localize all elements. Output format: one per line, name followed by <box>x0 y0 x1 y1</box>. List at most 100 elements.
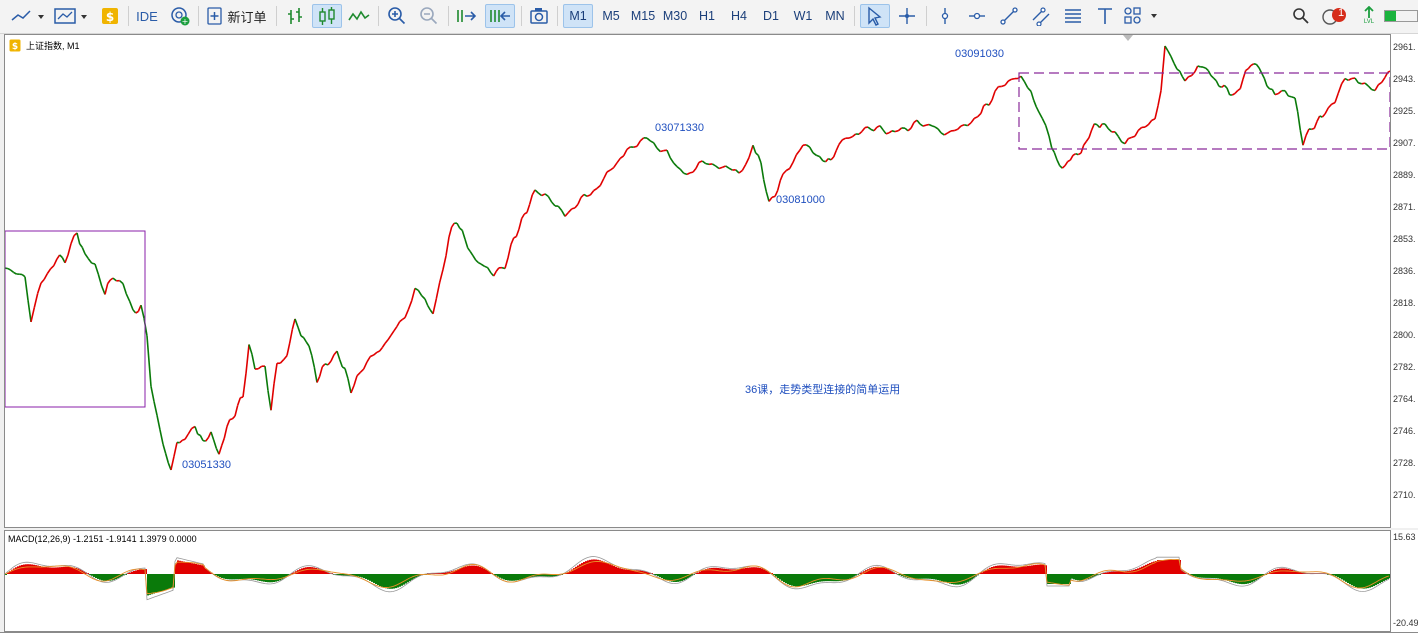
timeframe-w1[interactable]: W1 <box>790 4 816 28</box>
price-segment <box>1378 82 1381 84</box>
macd-histogram-bar <box>1079 574 1081 580</box>
fibonacci-button[interactable] <box>1060 4 1086 28</box>
annotation-03091030: 03091030 <box>955 48 1004 60</box>
price-segment <box>271 384 274 410</box>
lesson-annotation: 36课，走势类型连接的简单运用 <box>745 381 900 397</box>
price-segment <box>367 357 370 362</box>
cursor-tool-button[interactable] <box>860 4 890 28</box>
macd-histogram-bar <box>131 572 133 574</box>
macd-histogram-bar <box>1235 574 1237 583</box>
price-segment <box>238 398 241 406</box>
price-segment <box>1355 78 1358 83</box>
macd-histogram-bar <box>993 566 995 574</box>
price-segment <box>1158 91 1161 106</box>
horizontal-line-button[interactable] <box>964 4 990 28</box>
price-segment <box>1214 78 1217 81</box>
macd-histogram-bar <box>221 574 223 578</box>
macd-histogram-bar <box>239 574 241 579</box>
price-segment <box>1049 136 1052 148</box>
indicators-dropdown[interactable] <box>52 4 92 28</box>
macd-histogram-bar <box>481 567 483 574</box>
macd-histogram-bar <box>921 574 923 579</box>
timeframe-d1[interactable]: D1 <box>758 4 784 28</box>
range-rectangle[interactable] <box>5 231 145 407</box>
chart-shift-button[interactable] <box>485 4 515 28</box>
timeframe-m5[interactable]: M5 <box>597 4 625 28</box>
timeframe-h1[interactable]: H1 <box>694 4 720 28</box>
chart-type-dropdown[interactable] <box>8 4 48 28</box>
price-segment <box>538 193 541 196</box>
shapes-dropdown[interactable] <box>1122 4 1162 28</box>
bar-chart-button[interactable] <box>282 4 308 28</box>
timeframe-mn[interactable]: MN <box>822 4 848 28</box>
price-segment <box>1222 85 1225 87</box>
macd-histogram-bar <box>1243 574 1245 584</box>
price-segment <box>1348 79 1351 81</box>
macd-histogram-bar <box>1219 574 1221 579</box>
macd-histogram-bar <box>25 564 27 574</box>
screenshot-button[interactable] <box>526 4 552 28</box>
zoom-in-button[interactable] <box>384 4 410 28</box>
timeframe-m15[interactable]: M15 <box>628 4 658 28</box>
macd-histogram-bar <box>375 574 377 584</box>
shift-marker-icon[interactable] <box>1123 35 1133 41</box>
price-segment <box>377 351 380 352</box>
macd-histogram-bar <box>241 574 243 579</box>
macd-histogram-bar <box>135 570 137 574</box>
price-segment <box>95 264 98 274</box>
consolidation-rectangle[interactable] <box>1019 73 1390 149</box>
macd-histogram-bar <box>139 570 141 574</box>
macd-window[interactable]: MACD(12,26,9) -1.2151 -1.9141 1.3979 0.0… <box>4 530 1391 632</box>
macd-histogram-bar <box>379 574 381 586</box>
search-button[interactable] <box>1290 4 1312 28</box>
macd-histogram-bar <box>19 566 21 574</box>
ide-button[interactable]: IDE <box>132 4 162 28</box>
price-segment <box>304 338 307 342</box>
text-tool-button[interactable] <box>1092 4 1118 28</box>
macd-histogram-bar <box>15 567 17 574</box>
market-button[interactable]: $ <box>96 4 124 28</box>
price-axis-label: 2818. <box>1393 298 1416 308</box>
macd-histogram-bar <box>1005 566 1007 574</box>
zoom-out-button[interactable] <box>416 4 442 28</box>
price-segment <box>1295 98 1298 112</box>
price-axis-label: 2746. <box>1393 426 1416 436</box>
macd-histogram-bar <box>235 574 237 579</box>
macd-histogram-bar <box>133 571 135 574</box>
auto-scroll-button[interactable] <box>453 4 481 28</box>
macd-histogram-bar <box>473 566 475 574</box>
macd-histogram-bar <box>1141 567 1143 574</box>
price-segment <box>1198 66 1201 67</box>
vertical-line-button[interactable] <box>932 4 958 28</box>
price-segment <box>54 259 57 266</box>
timeframe-h4[interactable]: H4 <box>726 4 752 28</box>
crosshair-button[interactable] <box>894 4 920 28</box>
channel-button[interactable] <box>1028 4 1054 28</box>
macd-histogram-bar <box>259 574 261 581</box>
macd-histogram-bar <box>1349 574 1351 584</box>
price-axis-label: 2800. <box>1393 330 1416 340</box>
macd-histogram-bar <box>701 571 703 574</box>
alerts-button[interactable]: 1 <box>1320 4 1350 28</box>
price-segment <box>457 223 460 228</box>
price-segment <box>530 195 533 204</box>
trendline-button[interactable] <box>996 4 1022 28</box>
price-chart-window[interactable]: $ 上证指数, M1 03051330 03071330 03081000 03… <box>4 34 1391 528</box>
price-segment <box>163 444 166 454</box>
price-axis[interactable]: 2961.2943.2925.2907.2889.2871.2853.2836.… <box>1391 34 1418 528</box>
macd-histogram-bar <box>961 574 963 584</box>
timeframe-m30[interactable]: M30 <box>660 4 690 28</box>
timeframe-m1[interactable]: M1 <box>563 4 593 28</box>
price-segment <box>640 138 643 141</box>
macd-histogram-bar <box>477 566 479 574</box>
macd-histogram-bar <box>1389 574 1390 578</box>
signals-button[interactable]: + <box>166 4 194 28</box>
new-order-button[interactable]: 新订单 <box>204 4 270 28</box>
price-segment <box>412 288 415 301</box>
price-segment <box>1145 125 1148 127</box>
candlestick-button[interactable] <box>312 4 342 28</box>
price-segment <box>232 416 235 419</box>
macd-histogram-bar <box>777 574 779 578</box>
price-segment <box>545 194 548 197</box>
line-chart-button[interactable] <box>346 4 372 28</box>
